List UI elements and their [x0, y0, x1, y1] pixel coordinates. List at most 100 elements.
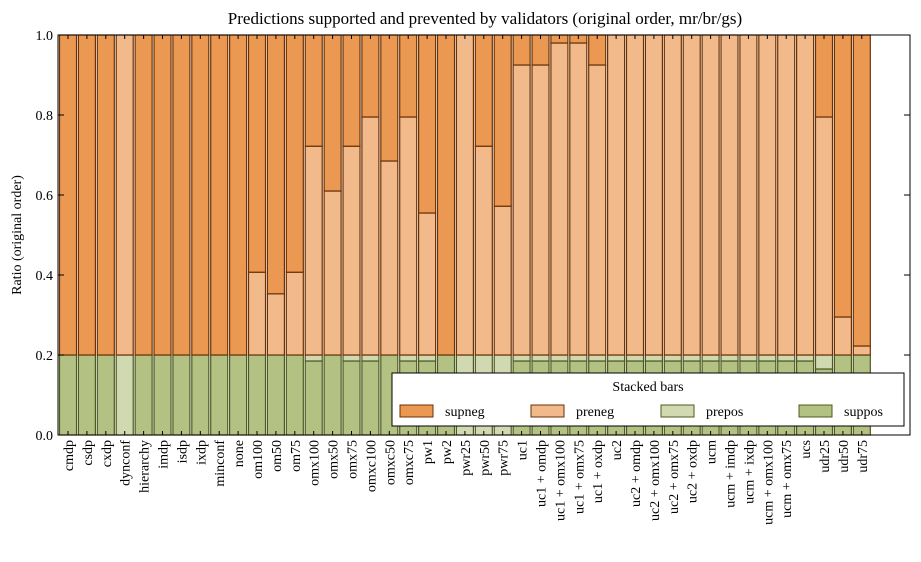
- bar-stack-om100: [247, 34, 267, 436]
- bar-segment-suppos: [210, 354, 229, 436]
- bar-stack-dynconf: [115, 34, 134, 436]
- bar-segment-supneg: [191, 34, 210, 356]
- bar-segment-supneg: [304, 34, 323, 147]
- x-tick-label: ucm + imdp: [724, 440, 739, 508]
- bar-segment-preneg: [493, 205, 512, 356]
- x-tick-label: pwr50: [478, 440, 493, 476]
- legend: Stacked bars supneg preneg prepos suppos: [391, 372, 905, 427]
- x-tick-label: uc1 + omdp: [535, 440, 550, 507]
- bar-segment-supneg: [134, 34, 153, 356]
- bar-segment-preneg: [304, 145, 323, 356]
- bar-segment-preneg: [588, 64, 607, 356]
- bar-segment-supneg: [833, 34, 853, 318]
- bar-stack-imdp: [153, 34, 172, 436]
- bar-segment-preneg: [342, 145, 361, 356]
- bar-segment-preneg: [663, 34, 682, 356]
- bar-segment-supneg: [210, 34, 229, 356]
- bar-segment-preneg: [569, 42, 588, 356]
- y-tick-label: 0.6: [36, 189, 54, 204]
- x-tick-label: pwr75: [497, 440, 512, 476]
- x-tick-label: udr50: [837, 440, 852, 473]
- bar-stack-hierarchy: [134, 34, 153, 436]
- x-tick-label: omxc50: [383, 440, 398, 485]
- y-axis: 0.0 0.2 0.4 0.6 0.8 1.0: [36, 29, 910, 444]
- bar-segment-supneg: [399, 34, 418, 118]
- bar-segment-suppos: [96, 354, 115, 436]
- bar-segment-preneg: [607, 34, 626, 356]
- x-tick-label: om100: [251, 440, 266, 479]
- bar-segment-preneg: [625, 34, 645, 356]
- bar-stack-isdp: [172, 34, 191, 436]
- y-tick-label: 0.2: [36, 349, 54, 364]
- bar-segment-prepos: [569, 354, 588, 362]
- x-tick-label: omx75: [346, 440, 361, 479]
- x-tick-label: imdp: [157, 440, 172, 469]
- x-tick-label: uc1 + omx75: [572, 440, 587, 514]
- bar-segment-supneg: [493, 34, 512, 207]
- legend-label-preneg: preneg: [576, 405, 614, 420]
- bar-stack-om50: [266, 34, 286, 436]
- bar-segment-preneg: [380, 160, 399, 356]
- bar-segment-prepos: [115, 354, 134, 436]
- bar-segment-suppos: [361, 360, 380, 436]
- legend-swatch-prepos: [660, 404, 695, 418]
- bar-segment-prepos: [361, 354, 380, 362]
- bar-stack-ixdp: [191, 34, 210, 436]
- chart-title: Predictions supported and prevented by v…: [228, 9, 742, 28]
- x-tick-label: omxc100: [364, 440, 379, 492]
- bar-segment-supneg: [266, 34, 286, 295]
- y-tick-label: 0.8: [36, 109, 54, 124]
- x-tick-label: ucm + omx100: [761, 440, 776, 525]
- bar-segment-suppos: [229, 354, 248, 436]
- x-tick-label: uc1 + omx100: [553, 440, 568, 521]
- bar-segment-supneg: [418, 34, 437, 214]
- x-tick-label: uc2 + omx100: [648, 440, 663, 521]
- bar-segment-preneg: [550, 42, 569, 356]
- bar-segment-preneg: [247, 271, 267, 356]
- bar-segment-prepos: [758, 354, 777, 362]
- bar-segment-preneg: [852, 345, 871, 356]
- bar-segment-preneg: [682, 34, 701, 356]
- bar-stack-om75: [285, 34, 304, 436]
- bar-segment-prepos: [607, 354, 626, 362]
- bar-segment-prepos: [418, 354, 437, 362]
- bar-segment-suppos: [247, 354, 267, 436]
- bar-segment-prepos: [663, 354, 682, 362]
- x-tick-label: cmdp: [62, 440, 77, 471]
- bar-segment-preneg: [266, 293, 286, 356]
- x-tick-label: pw2: [440, 440, 455, 464]
- bar-segment-preneg: [455, 34, 475, 356]
- bar-stack-cxdp: [96, 34, 115, 436]
- bar-segment-prepos: [342, 354, 361, 362]
- x-tick-label: ucs: [799, 440, 814, 459]
- y-tick-label: 0.0: [36, 429, 54, 444]
- bar-segment-suppos: [342, 360, 361, 436]
- legend-title: Stacked bars: [612, 380, 683, 395]
- x-tick-label: uc2 + oxdp: [686, 440, 701, 503]
- x-tick-label: udr75: [856, 440, 871, 473]
- bar-segment-supneg: [172, 34, 191, 356]
- bar-segment-suppos: [285, 354, 304, 436]
- x-tick-label: csdp: [81, 440, 96, 466]
- bar-segment-supneg: [814, 34, 834, 118]
- x-axis: cmdp csdp cxdp dynconf hierarchy imdp isdp ixdp…: [62, 35, 871, 525]
- bar-segment-prepos: [644, 354, 664, 362]
- x-tick-label: ucm + omx75: [780, 440, 795, 518]
- bar-segment-suppos: [134, 354, 153, 436]
- bar-stack-minconf: [210, 34, 229, 436]
- bar-segment-prepos: [701, 354, 720, 362]
- bar-segment-prepos: [512, 354, 531, 362]
- bar-segment-prepos: [588, 354, 607, 362]
- bar-segment-supneg: [588, 34, 607, 66]
- bar-segment-suppos: [323, 354, 342, 436]
- bar-segment-preneg: [115, 34, 134, 356]
- bar-segment-preneg: [796, 34, 815, 356]
- x-tick-label: omx100: [308, 440, 323, 486]
- x-tick-label: pwr25: [459, 440, 474, 476]
- bar-segment-supneg: [512, 34, 531, 66]
- bar-segment-supneg: [96, 34, 115, 356]
- bar-segment-preneg: [531, 64, 550, 356]
- x-tick-label: ucm: [705, 440, 720, 464]
- bar-stack-omxc100: [361, 34, 380, 436]
- y-tick-label: 0.4: [36, 269, 54, 284]
